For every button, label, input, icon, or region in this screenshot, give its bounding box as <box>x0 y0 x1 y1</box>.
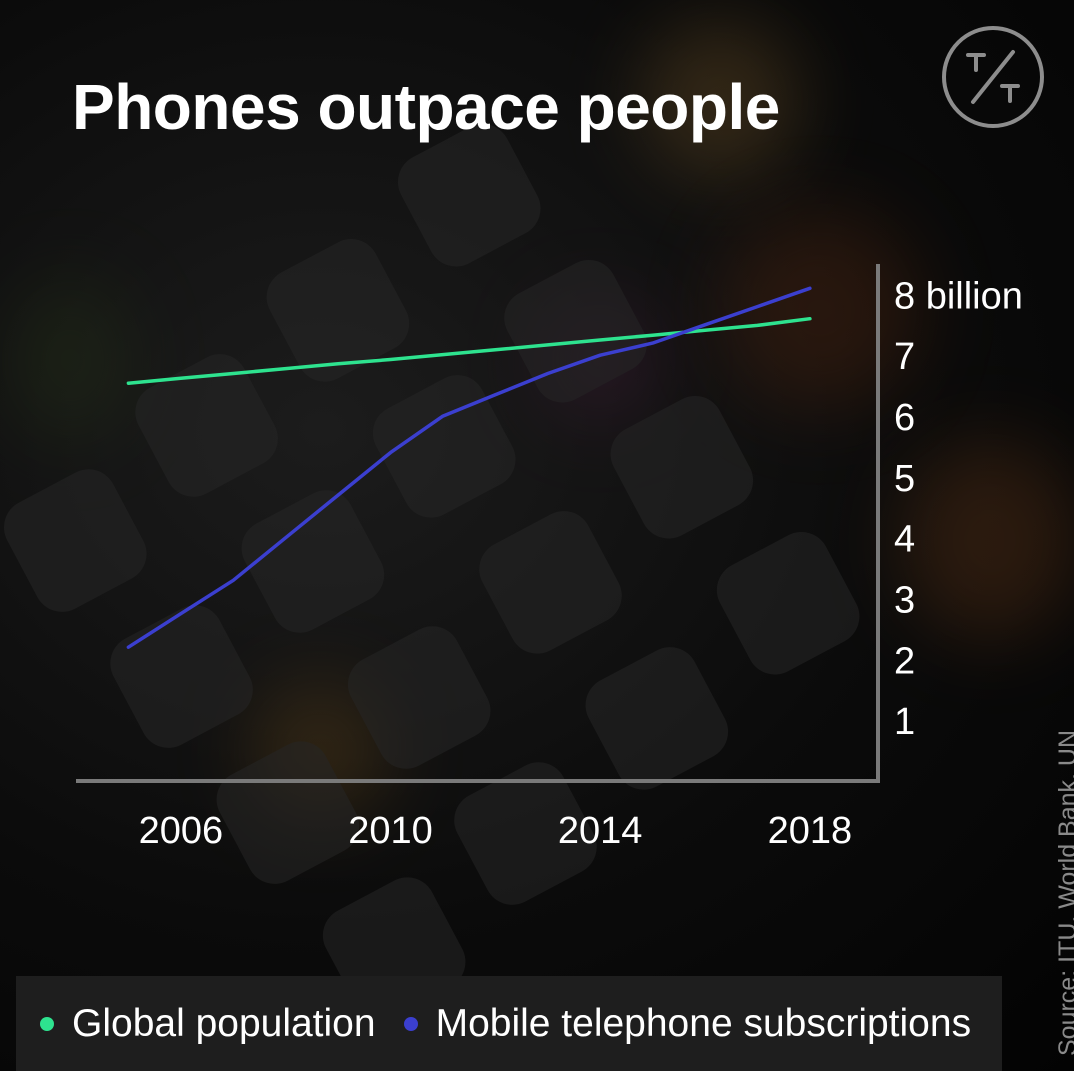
y-tick-label: 5 <box>894 458 915 500</box>
y-tick-labels: 1 2 3 4 5 6 7 8 billion <box>894 275 1023 743</box>
x-tick-label: 2006 <box>139 810 224 852</box>
legend-item-global-population: Global population <box>40 1002 376 1046</box>
legend-swatch-global-population <box>40 1016 54 1031</box>
y-tick-label: 7 <box>894 336 915 378</box>
x-tick-label: 2010 <box>348 810 433 852</box>
y-tick-label: 4 <box>894 519 915 561</box>
x-tick-labels: 2006 2010 2014 2018 <box>139 810 853 852</box>
y-tick-label: 1 <box>894 701 915 743</box>
source-note: Source: ITU, World Bank, UN <box>1054 729 1074 1056</box>
x-tick-label: 2014 <box>558 810 643 852</box>
tt-logo-icon <box>942 26 1044 128</box>
legend: Global population Mobile telephone subsc… <box>16 976 1002 1071</box>
legend-label: Global population <box>72 1001 376 1045</box>
y-tick-label: 8 billion <box>894 275 1023 317</box>
y-tick-label: 6 <box>894 397 915 439</box>
series-line-mobile-subscriptions <box>126 286 812 649</box>
series-layer <box>126 286 812 649</box>
y-tick-label: 3 <box>894 580 915 622</box>
legend-swatch-mobile-subscriptions <box>403 1016 418 1031</box>
y-tick-label: 2 <box>894 640 915 682</box>
series-line-global-population <box>126 316 812 385</box>
legend-label: Mobile telephone subscriptions <box>435 1001 972 1045</box>
chart-title: Phones outpace people <box>72 71 780 143</box>
legend-item-mobile-subscriptions: Mobile telephone subscriptions <box>403 1001 972 1046</box>
x-tick-label: 2018 <box>768 810 853 852</box>
